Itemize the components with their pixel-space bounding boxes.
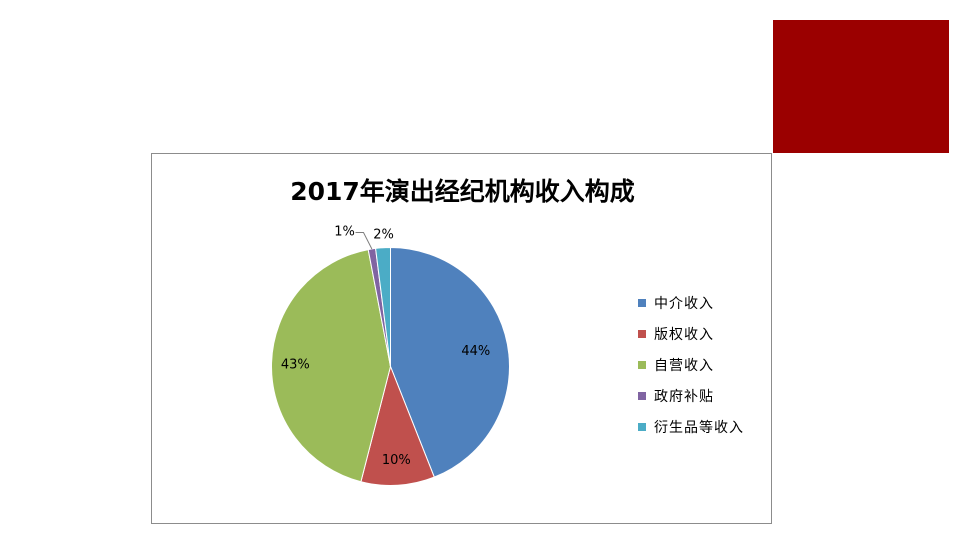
legend-label: 衍生品等收入	[654, 420, 744, 436]
slice-data-label: 10%	[382, 453, 411, 468]
legend-swatch	[638, 423, 646, 431]
chart-legend: 中介收入版权收入自营收入政府补贴衍生品等收入	[638, 293, 744, 448]
legend-label: 自营收入	[654, 358, 714, 374]
legend-item: 自营收入	[638, 355, 744, 375]
pie-slice	[390, 246, 510, 478]
legend-swatch	[638, 299, 646, 307]
slice-data-label: 2%	[373, 228, 394, 243]
legend-item: 中介收入	[638, 293, 744, 313]
pie-slice	[271, 249, 392, 483]
chart-title: 2017年演出经纪机构收入构成	[290, 177, 635, 206]
pie-chart: 44% 10% 43% 1% 2%	[271, 225, 510, 486]
slice-data-label: 1%	[334, 225, 355, 240]
slice-data-label: 43%	[281, 358, 310, 373]
legend-swatch	[638, 330, 646, 338]
pie-slice	[360, 364, 435, 486]
pie-slice	[375, 246, 391, 367]
legend-label: 中介收入	[654, 296, 714, 312]
legend-swatch	[638, 361, 646, 369]
legend-swatch	[638, 392, 646, 400]
chart-frame: 44% 10% 43% 1% 2% 2017年演出经纪机构收入构成 中介收入版权收入自营…	[151, 153, 772, 524]
legend-item: 衍生品等收入	[638, 417, 744, 437]
legend-item: 政府补贴	[638, 386, 744, 406]
leader-line	[355, 232, 373, 250]
legend-label: 版权收入	[654, 327, 714, 343]
slice-data-label: 44%	[461, 344, 490, 359]
legend-item: 版权收入	[638, 324, 744, 344]
accent-block	[773, 20, 949, 153]
legend-label: 政府补贴	[654, 389, 714, 405]
